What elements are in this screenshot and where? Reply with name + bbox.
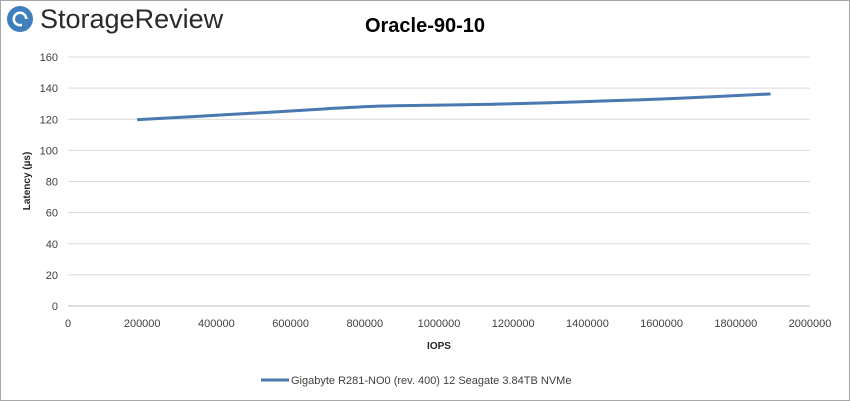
data-point xyxy=(604,99,608,103)
y-tick-label: 80 xyxy=(46,177,58,189)
x-tick-label: 1000000 xyxy=(418,318,461,330)
series-layer xyxy=(136,92,771,122)
y-tick-label: 40 xyxy=(46,239,58,251)
y-tick-label: 20 xyxy=(46,270,58,282)
x-axis-tick-labels: 0 200000 400000 600000 800000 1000000 1200000 1… xyxy=(65,318,831,330)
x-tick-label: 800000 xyxy=(346,318,383,330)
x-axis-label: IOPS xyxy=(427,341,451,352)
y-tick-label: 160 xyxy=(40,52,58,64)
data-point xyxy=(177,115,181,119)
legend: Gigabyte R281-NO0 (rev. 400) 12 Seagate … xyxy=(261,375,571,387)
x-tick-label: 1200000 xyxy=(492,318,535,330)
x-tick-label: 2000000 xyxy=(789,318,832,330)
x-tick-label: 400000 xyxy=(198,318,235,330)
storagereview-logo: StorageReview xyxy=(6,4,223,34)
data-point xyxy=(437,103,441,107)
x-tick-label: 1800000 xyxy=(714,318,757,330)
data-point xyxy=(767,92,771,96)
data-point xyxy=(214,113,218,117)
x-tick-label: 600000 xyxy=(272,318,309,330)
series-line xyxy=(137,92,771,122)
x-tick-label: 0 xyxy=(65,318,71,330)
chart-title: Oracle-90-10 xyxy=(365,15,485,37)
y-axis-tick-labels: 0 20 40 60 80 100 120 140 160 xyxy=(40,52,58,313)
data-point xyxy=(136,118,140,122)
data-point xyxy=(326,107,330,111)
gridlines xyxy=(68,56,810,276)
y-tick-label: 120 xyxy=(40,114,58,126)
data-point xyxy=(715,95,719,99)
brand-name: StorageReview xyxy=(40,3,224,34)
x-tick-label: 1400000 xyxy=(566,318,609,330)
data-point xyxy=(660,97,664,101)
y-tick-label: 60 xyxy=(46,208,58,220)
data-point xyxy=(381,104,385,108)
x-tick-label: 200000 xyxy=(124,318,161,330)
y-axis-label: Latency (µs) xyxy=(22,152,33,211)
y-tick-label: 0 xyxy=(52,301,58,313)
legend-label: Gigabyte R281-NO0 (rev. 400) 12 Seagate … xyxy=(291,375,571,387)
data-point xyxy=(270,110,274,114)
data-point xyxy=(548,101,552,105)
x-tick-label: 1600000 xyxy=(640,318,683,330)
data-point xyxy=(493,102,497,106)
y-tick-label: 100 xyxy=(40,145,58,157)
storagereview-logo-icon xyxy=(7,6,33,32)
y-tick-label: 140 xyxy=(40,83,58,95)
